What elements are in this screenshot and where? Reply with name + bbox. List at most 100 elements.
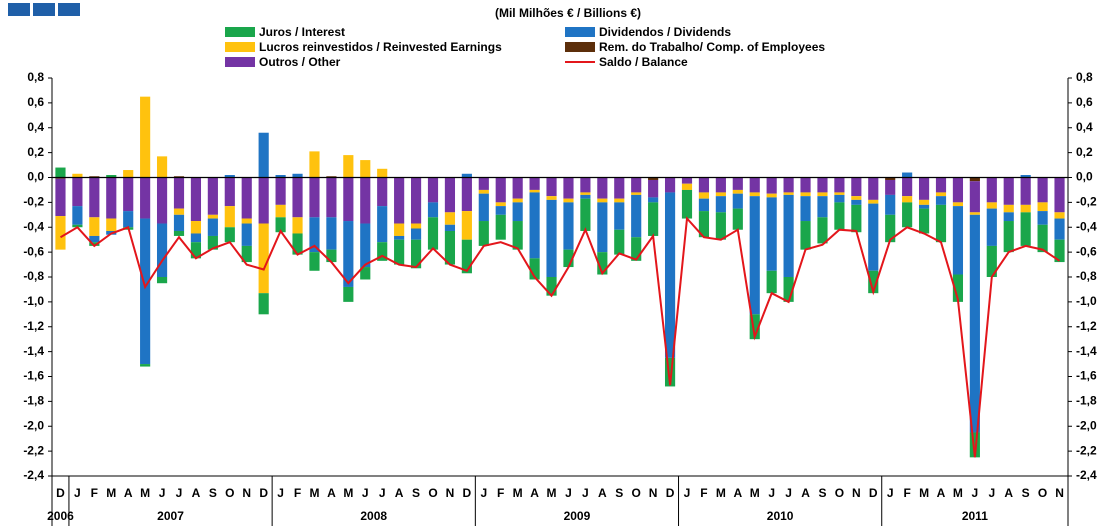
bar-segment	[817, 192, 828, 197]
bar-segment	[749, 314, 760, 340]
bar-segment	[766, 177, 777, 194]
y2-tick-label: 0,8	[1076, 70, 1093, 84]
bar-segment	[1037, 177, 1048, 203]
bar-segment	[817, 177, 828, 193]
x-group-label: 2006	[47, 509, 74, 523]
y2-tick-label: 0,2	[1076, 145, 1093, 159]
bar-segment	[123, 170, 134, 178]
bar-segment	[275, 204, 286, 218]
bar-segment	[868, 199, 879, 204]
balance-line	[59, 216, 1061, 458]
bar-segment	[834, 194, 845, 203]
bar-segment	[123, 211, 134, 228]
x-tick-label: F	[294, 486, 301, 500]
bar-segment	[698, 198, 710, 212]
x-tick-label: J	[74, 486, 81, 500]
bar-segment	[868, 203, 879, 271]
bar-segment	[360, 267, 371, 280]
y-tick-label: -2,0	[23, 418, 44, 432]
x-group-label: 2009	[564, 509, 591, 523]
bar-segment	[258, 132, 269, 178]
bar-segment	[648, 179, 659, 198]
bar-segment	[207, 218, 218, 236]
x-tick-label: F	[903, 486, 910, 500]
x-tick-label: J	[277, 486, 284, 500]
bar-segment	[969, 214, 980, 433]
bar-segment	[529, 177, 540, 190]
bar-segment	[783, 277, 794, 302]
bar-segment	[800, 221, 811, 250]
bar-segment	[1020, 175, 1031, 178]
bar-segment	[597, 202, 608, 253]
bar-segment	[190, 221, 202, 234]
bar-segment	[309, 177, 320, 218]
x-group-label: 2011	[962, 509, 988, 523]
y-tick-label: -0,2	[23, 195, 44, 209]
bar-segment	[631, 237, 642, 261]
bar-segment	[55, 216, 66, 250]
bar-segment	[1054, 239, 1065, 263]
x-tick-label: J	[176, 486, 183, 500]
bar-segment	[1037, 202, 1048, 212]
y2-tick-label: -1,8	[1076, 394, 1097, 408]
bar-segment	[918, 177, 930, 200]
legend-label: Dividendos / Dividends	[599, 25, 731, 39]
bar-segment	[89, 176, 100, 178]
x-tick-label: A	[801, 486, 810, 500]
bar-segment	[343, 177, 354, 222]
bar-segment	[597, 198, 608, 203]
bar-segment	[258, 223, 269, 294]
bar-segment	[495, 206, 506, 215]
y2-tick-label: -0,8	[1076, 269, 1097, 283]
bar-segment	[326, 249, 337, 263]
logo-block	[33, 3, 55, 16]
y-tick-label: -1,4	[23, 344, 44, 358]
bar-segment	[360, 160, 371, 178]
bar-segment	[326, 177, 337, 218]
x-tick-label: A	[124, 486, 133, 500]
bar-segment	[902, 196, 913, 203]
y2-tick-label: -1,4	[1076, 344, 1097, 358]
bar-segment	[648, 202, 659, 236]
bar-segment	[563, 202, 574, 250]
bar-segment	[529, 189, 540, 193]
y2-tick-label: 0,6	[1076, 95, 1093, 109]
y2-tick-label: -1,0	[1076, 294, 1097, 308]
bar-segment	[597, 177, 608, 199]
bar-segment	[89, 235, 100, 243]
bar-segment	[681, 183, 693, 190]
bar-segment	[444, 177, 456, 213]
bar-segment	[1003, 212, 1014, 222]
y2-tick-label: 0,0	[1076, 170, 1093, 184]
x-tick-label: A	[192, 486, 201, 500]
bar-segment	[546, 277, 557, 296]
bar-segment	[986, 208, 997, 246]
y2-tick-label: -1,6	[1076, 369, 1097, 383]
bar-segment	[580, 198, 591, 231]
x-tick-label: J	[988, 486, 995, 500]
bar-segment	[140, 218, 151, 365]
y-tick-label: -1,0	[23, 294, 44, 308]
bar-segment	[343, 155, 354, 178]
legend-label: Saldo / Balance	[599, 55, 688, 69]
x-tick-label: A	[1004, 486, 1013, 500]
bar-segment	[952, 177, 964, 203]
bar-segment	[224, 177, 235, 207]
bar-segment	[377, 206, 388, 243]
bar-segment	[648, 197, 659, 203]
x-tick-label: O	[428, 486, 437, 500]
bar-segment	[546, 199, 557, 277]
bar-segment	[106, 175, 117, 178]
bar-segment	[631, 194, 642, 238]
bar-segment	[89, 177, 100, 218]
bar-segment	[851, 177, 862, 197]
bar-segment	[732, 208, 743, 230]
bar-segment	[394, 223, 405, 236]
x-tick-label: J	[379, 486, 386, 500]
bar-segment	[156, 177, 168, 224]
bar-segment	[715, 177, 726, 193]
bar-segment	[1054, 218, 1065, 240]
bar-segment	[580, 177, 591, 193]
bar-segment	[173, 214, 185, 231]
